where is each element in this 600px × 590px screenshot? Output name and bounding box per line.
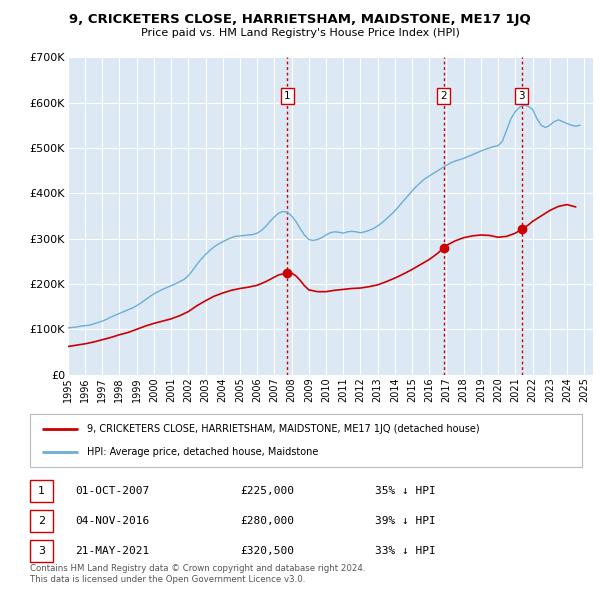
- Text: 3: 3: [38, 546, 45, 556]
- Text: 04-NOV-2016: 04-NOV-2016: [75, 516, 149, 526]
- Text: £225,000: £225,000: [240, 486, 294, 496]
- Text: 1: 1: [284, 91, 290, 101]
- Text: 39% ↓ HPI: 39% ↓ HPI: [375, 516, 436, 526]
- Text: 2: 2: [38, 516, 45, 526]
- Text: This data is licensed under the Open Government Licence v3.0.: This data is licensed under the Open Gov…: [30, 575, 305, 584]
- Text: 2: 2: [440, 91, 447, 101]
- Text: £280,000: £280,000: [240, 516, 294, 526]
- Text: 33% ↓ HPI: 33% ↓ HPI: [375, 546, 436, 556]
- Text: 35% ↓ HPI: 35% ↓ HPI: [375, 486, 436, 496]
- Text: Contains HM Land Registry data © Crown copyright and database right 2024.: Contains HM Land Registry data © Crown c…: [30, 565, 365, 573]
- Text: £320,500: £320,500: [240, 546, 294, 556]
- Text: HPI: Average price, detached house, Maidstone: HPI: Average price, detached house, Maid…: [87, 447, 319, 457]
- Text: Price paid vs. HM Land Registry's House Price Index (HPI): Price paid vs. HM Land Registry's House …: [140, 28, 460, 38]
- Text: 3: 3: [518, 91, 525, 101]
- Text: 01-OCT-2007: 01-OCT-2007: [75, 486, 149, 496]
- Text: 9, CRICKETERS CLOSE, HARRIETSHAM, MAIDSTONE, ME17 1JQ: 9, CRICKETERS CLOSE, HARRIETSHAM, MAIDST…: [69, 13, 531, 26]
- Text: 21-MAY-2021: 21-MAY-2021: [75, 546, 149, 556]
- Text: 1: 1: [38, 486, 45, 496]
- Text: 9, CRICKETERS CLOSE, HARRIETSHAM, MAIDSTONE, ME17 1JQ (detached house): 9, CRICKETERS CLOSE, HARRIETSHAM, MAIDST…: [87, 424, 479, 434]
